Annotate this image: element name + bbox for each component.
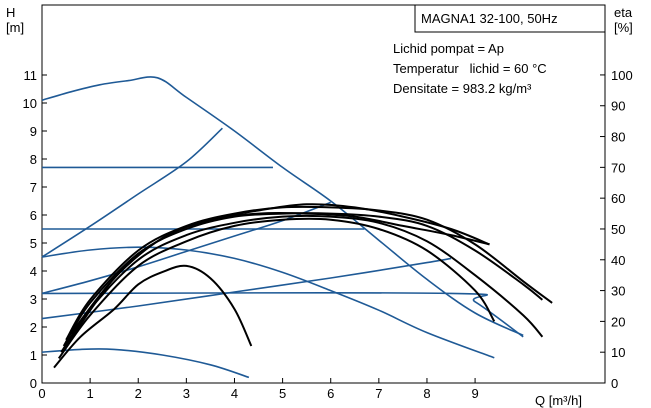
- y-left-tick-label: 10: [23, 96, 37, 111]
- y-right-tick-label: 80: [611, 130, 625, 145]
- y-right-tick-label: 0: [611, 376, 618, 391]
- note-temperature: Temperatur lichid = 60 °C: [393, 61, 547, 76]
- x-tick-label: 4: [231, 386, 238, 401]
- y-left-tick-label: 4: [30, 264, 37, 279]
- x-tick-label: 6: [327, 386, 334, 401]
- y-right-title-line1: eta: [614, 5, 633, 20]
- x-tick-label: 3: [183, 386, 190, 401]
- y-left-tick-label: 3: [30, 292, 37, 307]
- x-tick-label: 9: [471, 386, 478, 401]
- y-left-tick-label: 8: [30, 152, 37, 167]
- y-right-tick-label: 10: [611, 345, 625, 360]
- note-liquid: Lichid pompat = Ap: [393, 41, 504, 56]
- y-left-tick-label: 5: [30, 236, 37, 251]
- y-left-tick-label: 1: [30, 348, 37, 363]
- y-left-tick-label: 9: [30, 124, 37, 139]
- y-left-tick-label: 6: [30, 208, 37, 223]
- chart-title: MAGNA1 32-100, 50Hz: [421, 11, 558, 26]
- y-right-tick-label: 50: [611, 222, 625, 237]
- y-right-tick-label: 90: [611, 99, 625, 114]
- x-tick-label: 8: [423, 386, 430, 401]
- y-right-tick-label: 100: [611, 68, 633, 83]
- y-right-title-line2: [%]: [614, 20, 633, 35]
- y-left-title-line1: H: [6, 5, 15, 20]
- y-right-tick-label: 20: [611, 314, 625, 329]
- y-left-tick-label: 11: [24, 68, 38, 83]
- y-left-tick-label: 2: [30, 320, 37, 335]
- y-left-tick-label: 0: [30, 376, 37, 391]
- y-right-tick-label: 70: [611, 160, 625, 175]
- x-tick-label: 0: [38, 386, 45, 401]
- x-tick-label: 7: [375, 386, 382, 401]
- x-tick-label: 1: [87, 386, 94, 401]
- y-left-title-line2: [m]: [6, 20, 24, 35]
- x-tick-label: 5: [279, 386, 286, 401]
- y-right-tick-label: 60: [611, 191, 625, 206]
- x-axis-title: Q [m³/h]: [535, 393, 582, 408]
- y-right-tick-label: 40: [611, 253, 625, 268]
- note-density: Densitate = 983.2 kg/m³: [393, 81, 532, 96]
- y-left-tick-label: 7: [30, 180, 37, 195]
- x-tick-label: 2: [135, 386, 142, 401]
- y-right-tick-label: 30: [611, 284, 625, 299]
